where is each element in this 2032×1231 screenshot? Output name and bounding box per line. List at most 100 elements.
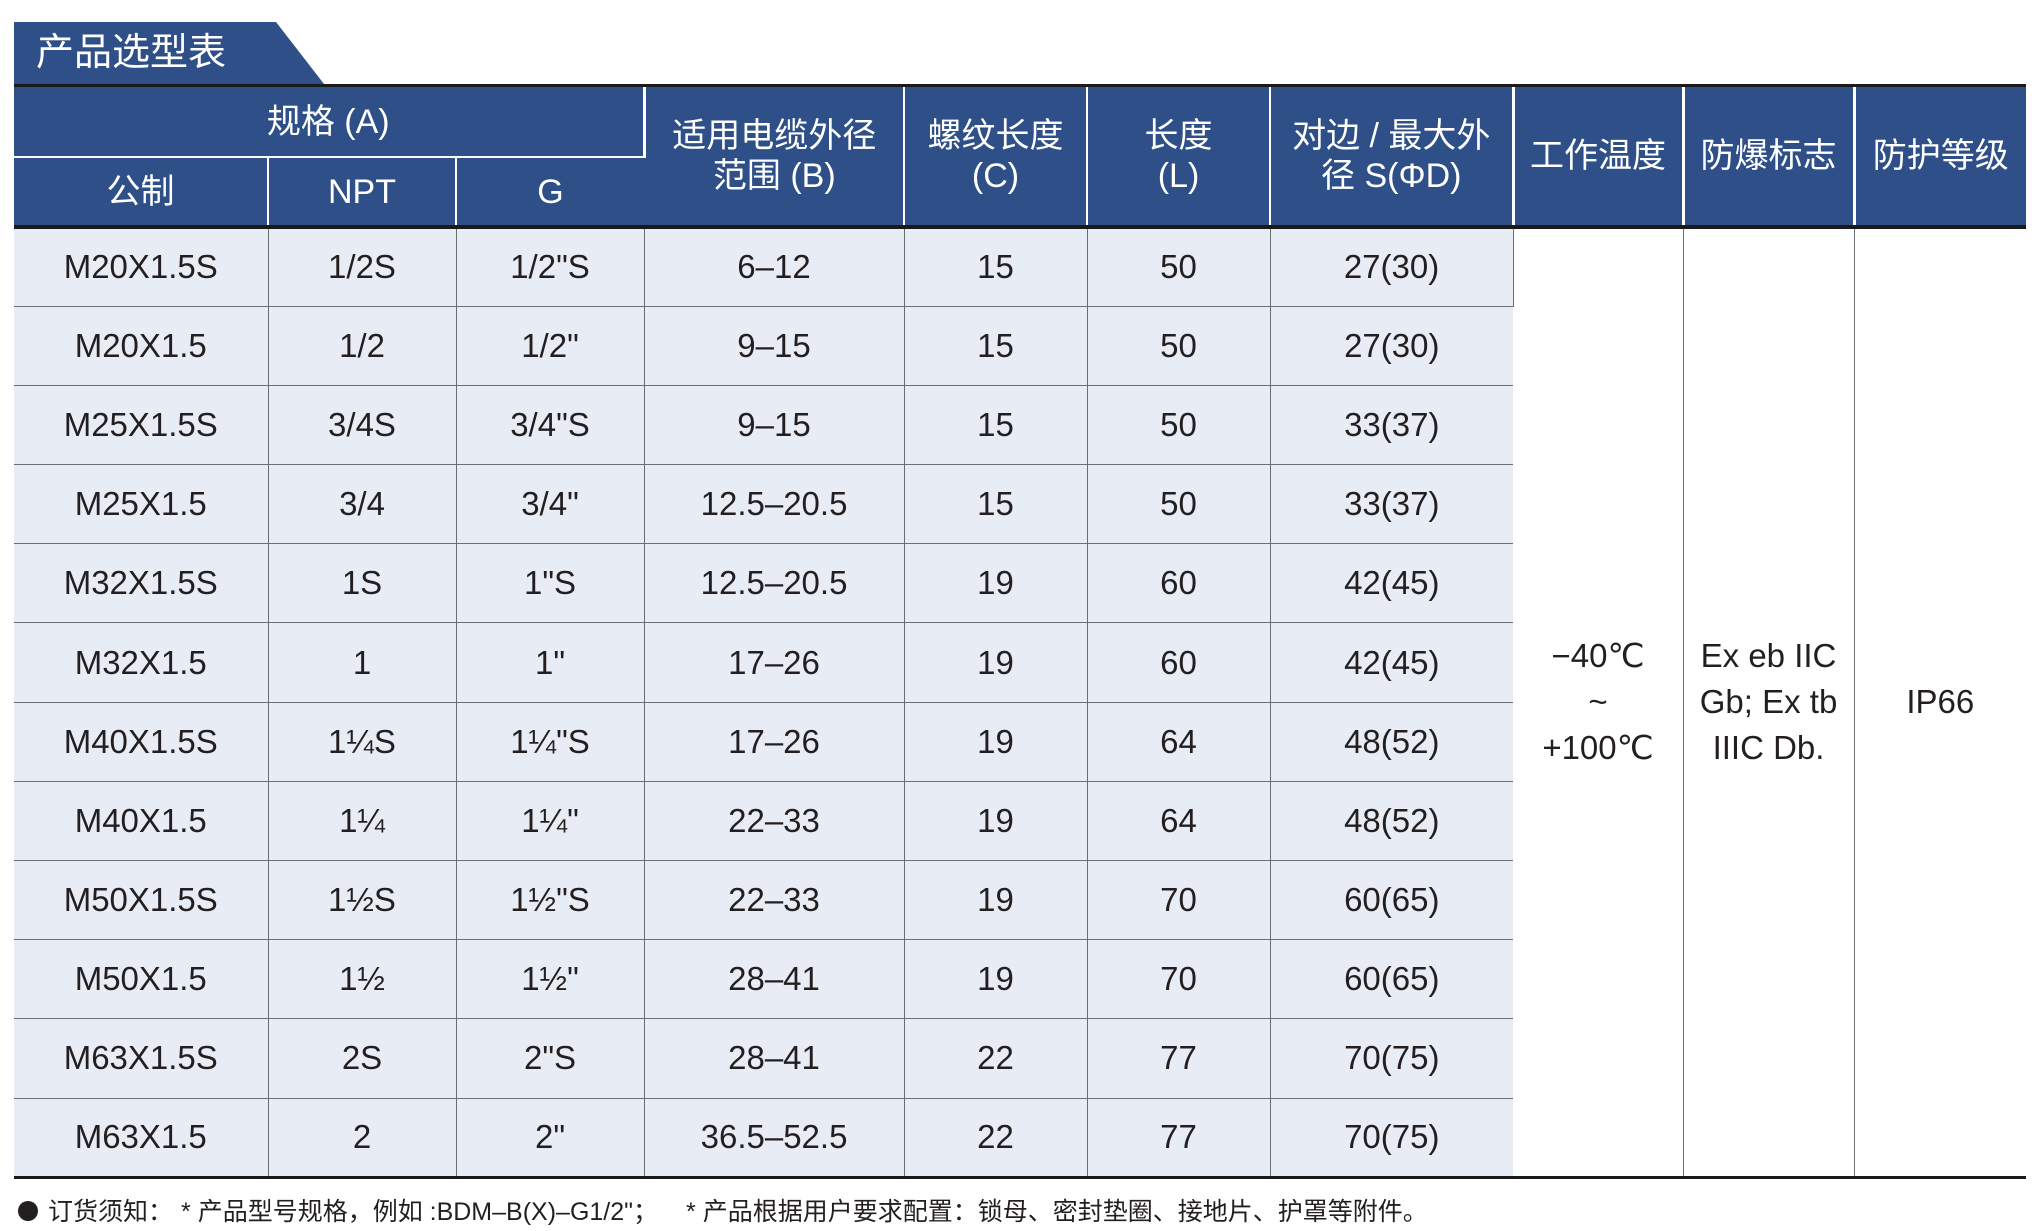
ordering-note-model: * 产品型号规格，例如 :BDM–B(X)–G1/2"； (181, 1198, 659, 1226)
cell-metric: M50X1.5 (14, 939, 269, 1020)
cell-g: 1¼"S (456, 702, 645, 782)
cell-cable: 12.5–20.5 (644, 543, 905, 624)
cell-cable: 36.5–52.5 (644, 1098, 905, 1179)
working-temperature-cell: −40℃ ~ +100℃ (1513, 227, 1684, 1179)
cell-npt: 1¼S (268, 702, 457, 782)
cell-length: 50 (1087, 464, 1271, 545)
ordering-note: 订货须知： * 产品型号规格，例如 :BDM–B(X)–G1/2"； * 产品根据用… (18, 1192, 1428, 1228)
table-row: M63X1.5 2 2" 36.5–52.5 22 77 70(75) (14, 1098, 2026, 1179)
cell-g: 1¼" (456, 781, 645, 862)
cell-metric: M63X1.5S (14, 1018, 269, 1099)
cell-npt: 3/4 (268, 464, 457, 545)
table-row: M20X1.5 1/2 1/2" 9–15 15 50 27(30) (14, 306, 2026, 386)
cell-cable: 28–41 (644, 1018, 905, 1099)
cable-range-header: 适用电缆外径 范围 (B) (644, 87, 906, 229)
cell-length: 64 (1087, 702, 1271, 782)
spec-group-header: 规格 (A) (14, 87, 646, 158)
cell-npt: 1½ (268, 939, 457, 1020)
cell-thread: 19 (904, 543, 1088, 624)
cell-g: 1½"S (456, 860, 645, 941)
cell-g: 1/2" (456, 306, 645, 386)
cell-metric: M32X1.5 (14, 622, 269, 703)
table-row: M40X1.5S 1¼S 1¼"S 17–26 19 64 48(52) (14, 702, 2026, 782)
explosion-mark-header: 防爆标志 (1683, 87, 1856, 229)
cell-cable: 12.5–20.5 (644, 464, 905, 545)
across-flats-header: 对边 / 最大外径 S(ΦD) (1270, 87, 1515, 229)
cell-length: 70 (1087, 939, 1271, 1020)
cell-metric: M20X1.5 (14, 306, 269, 386)
length-header: 长度 (L) (1087, 87, 1272, 229)
table-row: M40X1.5 1¼ 1¼" 22–33 19 64 48(52) (14, 781, 2026, 862)
cell-metric: M25X1.5S (14, 385, 269, 466)
g-header: G (456, 157, 645, 229)
cell-cable: 22–33 (644, 860, 905, 941)
cell-metric: M25X1.5 (14, 464, 269, 545)
cell-across: 70(75) (1270, 1098, 1514, 1179)
cell-metric: M40X1.5S (14, 702, 269, 782)
table-row: M63X1.5S 2S 2"S 28–41 22 77 70(75) (14, 1018, 2026, 1099)
table-row: M25X1.5S 3/4S 3/4"S 9–15 15 50 33(37) (14, 385, 2026, 466)
table-row: M32X1.5S 1S 1"S 12.5–20.5 19 60 42(45) (14, 543, 2026, 624)
cell-across: 60(65) (1270, 860, 1514, 941)
thread-length-header: 螺纹长度 (C) (904, 87, 1089, 229)
cell-g: 1½" (456, 939, 645, 1020)
cell-thread: 22 (904, 1098, 1088, 1179)
table-body: M20X1.5S 1/2S 1/2"S 6–12 15 50 27(30) −40℃ ~ +100… (14, 227, 2027, 1179)
cell-g: 2" (456, 1098, 645, 1179)
cell-thread: 15 (904, 227, 1088, 307)
cell-thread: 15 (904, 306, 1088, 386)
cell-length: 60 (1087, 543, 1271, 624)
cell-npt: 3/4S (268, 385, 457, 466)
cell-across: 70(75) (1270, 1018, 1514, 1099)
cell-metric: M63X1.5 (14, 1098, 269, 1179)
cell-npt: 1 (268, 622, 457, 703)
cell-metric: M32X1.5S (14, 543, 269, 624)
cell-metric: M20X1.5S (14, 227, 269, 307)
cell-cable: 22–33 (644, 781, 905, 862)
cell-g: 3/4"S (456, 385, 645, 466)
cell-across: 42(45) (1270, 543, 1514, 624)
cell-thread: 15 (904, 385, 1088, 466)
bullet-icon (18, 1201, 38, 1222)
cell-across: 33(37) (1270, 385, 1514, 466)
explosion-mark-cell: Ex eb IIC Gb; Ex tb IIIC Db. (1683, 227, 1855, 1179)
cell-npt: 1/2S (268, 227, 457, 307)
cell-cable: 17–26 (644, 702, 905, 782)
cell-g: 2"S (456, 1018, 645, 1099)
cell-g: 1"S (456, 543, 645, 624)
table-row: M32X1.5 1 1" 17–26 19 60 42(45) (14, 622, 2026, 703)
cell-npt: 1¼ (268, 781, 457, 862)
ordering-note-label: 订货须知： (48, 1198, 174, 1226)
cell-npt: 2 (268, 1098, 457, 1179)
temperature-header: 工作温度 (1513, 87, 1685, 229)
cell-across: 27(30) (1270, 306, 1514, 386)
cell-cable: 28–41 (644, 939, 905, 1020)
protection-grade-cell: IP66 (1854, 227, 2027, 1179)
cell-length: 77 (1087, 1018, 1271, 1099)
cell-g: 1" (456, 622, 645, 703)
cell-npt: 1S (268, 543, 457, 624)
cell-npt: 1/2 (268, 306, 457, 386)
cell-cable: 6–12 (644, 227, 905, 307)
table-row: M50X1.5S 1½S 1½"S 22–33 19 70 60(65) (14, 860, 2026, 941)
cell-across: 48(52) (1270, 781, 1514, 862)
cell-cable: 17–26 (644, 622, 905, 703)
ordering-note-config: * 产品根据用户要求配置：锁母、密封垫圈、接地片、护罩等附件。 (686, 1198, 1428, 1226)
cell-length: 50 (1087, 385, 1271, 466)
cell-thread: 19 (904, 939, 1088, 1020)
table-row: M20X1.5S 1/2S 1/2"S 6–12 15 50 27(30) −40℃ ~ +100… (14, 227, 2027, 1179)
cell-length: 60 (1087, 622, 1271, 703)
cell-across: 60(65) (1270, 939, 1514, 1020)
cell-metric: M40X1.5 (14, 781, 269, 862)
protection-grade-header: 防护等级 (1854, 87, 2027, 229)
cell-metric: M50X1.5S (14, 860, 269, 941)
table-row: M50X1.5 1½ 1½" 28–41 19 70 60(65) (14, 939, 2026, 1020)
cell-length: 50 (1087, 306, 1271, 386)
cell-across: 27(30) (1270, 227, 1514, 307)
cell-cable: 9–15 (644, 385, 905, 466)
cell-across: 33(37) (1270, 464, 1514, 545)
cell-npt: 1½S (268, 860, 457, 941)
cell-length: 77 (1087, 1098, 1271, 1179)
cell-thread: 19 (904, 860, 1088, 941)
cell-thread: 19 (904, 781, 1088, 862)
